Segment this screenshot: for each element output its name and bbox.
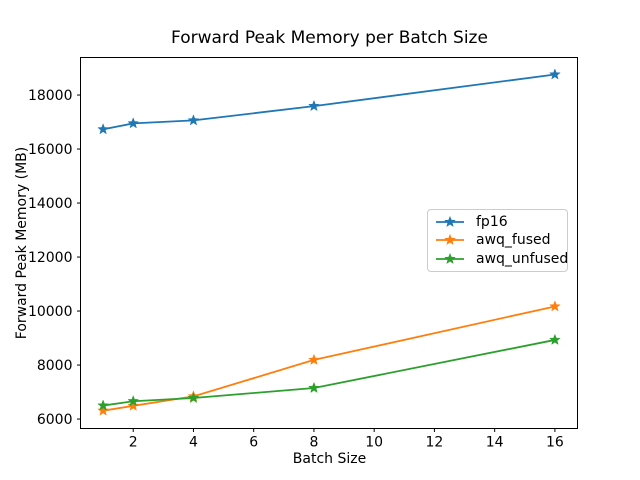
- series-line-awq_fused: [102, 305, 556, 412]
- y-tick-label: 10000: [28, 304, 73, 320]
- y-axis-label: Forward Peak Memory (MB): [14, 146, 30, 340]
- y-tick-label: 6000: [37, 412, 73, 428]
- legend-item-fp16: fp16: [434, 213, 561, 231]
- data-point-awq_unfused: [97, 399, 109, 411]
- legend: fp16 awq_fused awq_unfused: [427, 209, 568, 272]
- axes-frame: [80, 57, 578, 429]
- legend-line-marker-icon: [436, 252, 464, 264]
- x-tick-label: 4: [189, 435, 198, 451]
- y-tick-label: 14000: [28, 196, 73, 212]
- data-point-fp16: [549, 68, 561, 80]
- data-point-awq_fused: [127, 399, 140, 411]
- data-point-fp16: [127, 117, 140, 129]
- legend-item-awq-unfused: awq_unfused: [434, 250, 568, 268]
- legend-line-marker-icon: [436, 234, 464, 246]
- legend-line-marker-icon: [436, 215, 464, 228]
- legend-item-awq-fused: awq_fused: [434, 231, 561, 249]
- data-point-awq_fused: [549, 300, 561, 312]
- y-tick-label: 12000: [28, 250, 73, 266]
- y-tick-label: 16000: [28, 142, 73, 158]
- x-tick-label: 6: [249, 435, 258, 451]
- x-tick-label: 12: [426, 435, 444, 451]
- data-point-awq_fused: [308, 353, 320, 365]
- x-axis-label: Batch Size: [292, 451, 367, 467]
- data-point-awq_fused: [97, 404, 109, 416]
- legend-label: awq_unfused: [476, 250, 569, 267]
- data-point-awq_unfused: [549, 333, 561, 345]
- data-point-fp16: [308, 99, 320, 112]
- x-tick-label: 2: [129, 435, 138, 451]
- data-point-awq_unfused: [127, 395, 140, 407]
- y-tick-label: 18000: [28, 88, 73, 104]
- data-point-awq_unfused: [187, 391, 200, 404]
- x-tick-label: 16: [546, 435, 564, 451]
- chart-title: Forward Peak Memory per Batch Size: [171, 28, 488, 48]
- x-tick-label: 14: [486, 435, 504, 451]
- x-tick-label: 10: [365, 435, 383, 451]
- y-tick-label: 8000: [37, 358, 73, 374]
- data-point-fp16: [187, 114, 200, 126]
- series-line-fp16: [102, 73, 556, 131]
- series-line-awq_unfused: [102, 339, 556, 407]
- data-point-awq_unfused: [308, 381, 320, 394]
- x-tick-label: 8: [309, 435, 318, 451]
- legend-label: fp16: [476, 214, 508, 231]
- legend-label: awq_fused: [476, 232, 551, 249]
- data-point-fp16: [97, 123, 109, 135]
